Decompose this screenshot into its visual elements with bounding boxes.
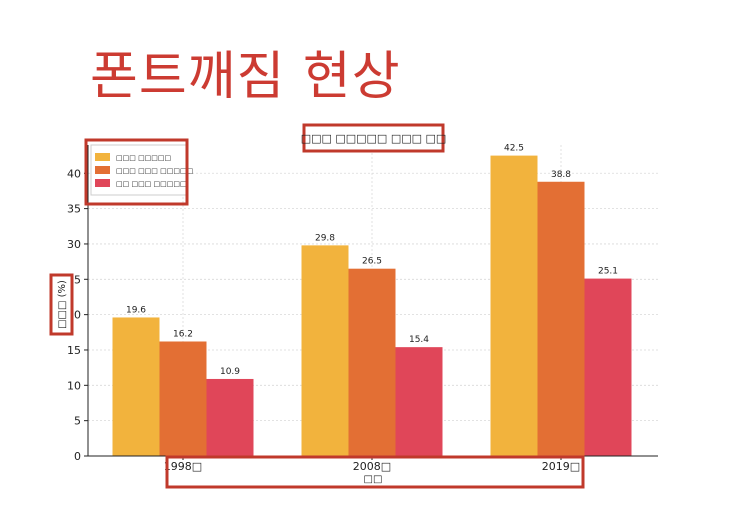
slide-title: 폰트깨짐 현상: [90, 47, 401, 107]
x-axis-highlight-box: [165, 455, 585, 489]
y-tick-label: 10: [67, 379, 81, 392]
bar-value-label: 29.8: [315, 233, 335, 243]
legend-entry-label: □□□ □□□□□: [116, 154, 171, 162]
chart-title: □□□ □□□□□ □□□ □□: [301, 132, 447, 145]
bar: [584, 278, 632, 456]
y-tick-label: 35: [67, 203, 81, 216]
y-tick-label: 40: [67, 167, 81, 180]
legend-entry-label: □□ □□□ □□□□□: [116, 180, 187, 188]
legend-highlight-box: [84, 138, 189, 206]
y-axis-title-highlight-box: [49, 273, 74, 336]
x-axis-title: □□: [364, 474, 383, 485]
chart-title-highlight-box: [302, 123, 445, 153]
bar: [301, 245, 349, 456]
bar: [537, 181, 585, 456]
y-tick-label: 15: [67, 344, 81, 357]
x-axis: 1998□ 2008□ 2019□: [88, 455, 658, 473]
legend-swatch: [95, 153, 110, 161]
y-axis-title: □□□ (%): [57, 280, 68, 329]
y-tick-label: 30: [67, 238, 81, 251]
bar-value-label: 16.2: [173, 329, 193, 339]
x-tick-label: 2019□: [542, 460, 580, 473]
bars: [112, 155, 632, 456]
bar-value-label: 10.9: [220, 367, 240, 377]
x-tick-label: 1998□: [164, 460, 202, 473]
bar-value-label: 42.5: [504, 144, 524, 154]
bar-value-label: 19.6: [126, 305, 146, 315]
legend-entry-label: □□□ □□□ □□□□□: [116, 167, 193, 175]
bar: [206, 378, 254, 456]
legend-swatch: [95, 166, 110, 174]
bar: [490, 155, 538, 456]
bar: [348, 268, 396, 456]
bar-value-label: 38.8: [551, 170, 571, 180]
legend: □□□ □□□□□ □□□ □□□ □□□□□ □□ □□□ □□□□□: [90, 144, 193, 196]
bar: [159, 341, 207, 456]
x-tick-label: 2008□: [353, 460, 391, 473]
legend-swatch: [95, 179, 110, 187]
value-labels: 19.6 29.8 42.5 16.2 26.5 38.8 10.9 15.4 25.1: [126, 144, 618, 377]
bar: [395, 347, 443, 456]
bar: [112, 317, 160, 456]
bar-value-label: 15.4: [409, 335, 429, 345]
bar-value-label: 25.1: [598, 267, 618, 277]
y-tick-label: 5: [74, 415, 81, 428]
bar-value-label: 26.5: [362, 257, 382, 267]
y-tick-label: 0: [74, 450, 81, 463]
